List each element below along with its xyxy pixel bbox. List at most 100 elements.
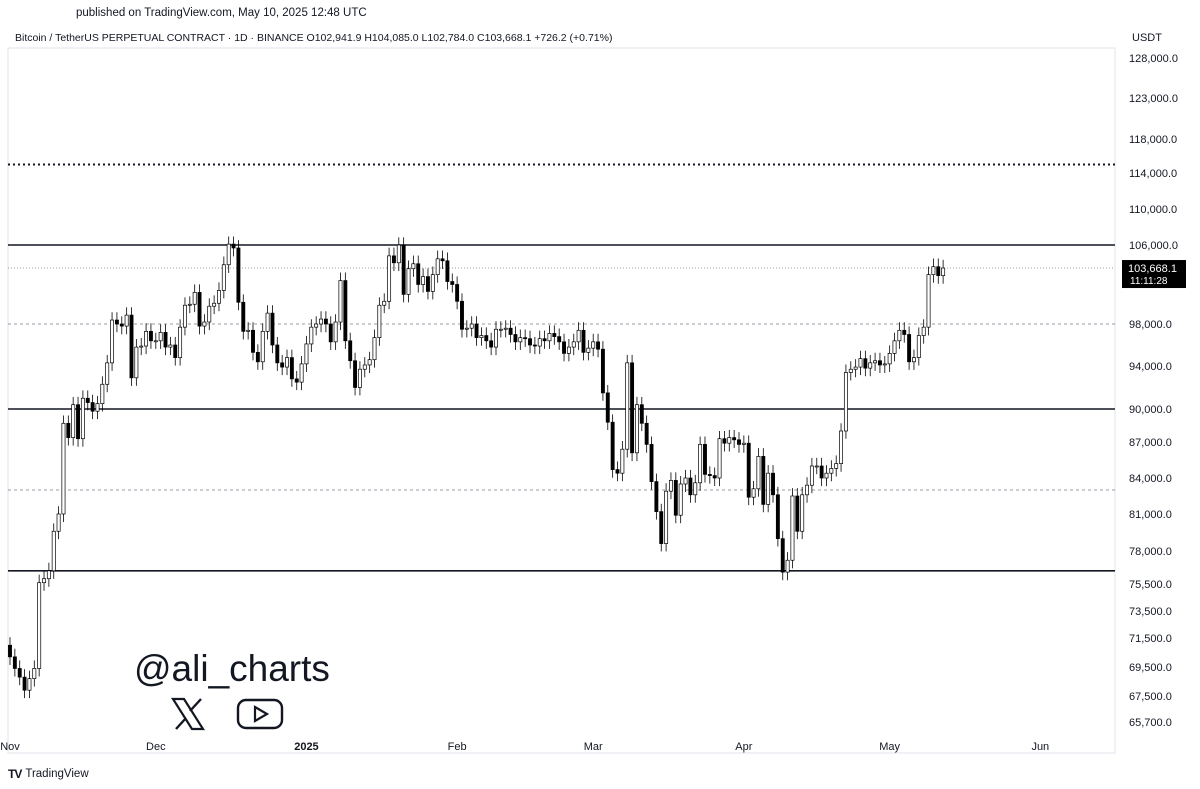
candle[interactable]	[37, 582, 42, 669]
candle[interactable]	[678, 483, 683, 516]
candle[interactable]	[634, 404, 639, 454]
candle[interactable]	[877, 360, 882, 366]
candle[interactable]	[8, 644, 12, 658]
candle[interactable]	[688, 477, 693, 496]
candle[interactable]	[576, 329, 581, 343]
candle[interactable]	[212, 302, 217, 307]
candle[interactable]	[421, 276, 426, 285]
candle[interactable]	[474, 323, 479, 338]
candle[interactable]	[513, 334, 518, 343]
candle[interactable]	[333, 321, 338, 343]
candle[interactable]	[202, 321, 207, 327]
candle[interactable]	[693, 482, 698, 496]
candle[interactable]	[630, 362, 635, 454]
candle[interactable]	[294, 378, 299, 383]
candle[interactable]	[260, 331, 265, 363]
candle[interactable]	[426, 276, 430, 292]
candle[interactable]	[71, 404, 76, 438]
candle[interactable]	[416, 263, 421, 285]
candle[interactable]	[173, 344, 178, 358]
candle[interactable]	[134, 346, 139, 379]
candle[interactable]	[921, 326, 926, 336]
candle[interactable]	[221, 264, 226, 291]
candle[interactable]	[460, 300, 464, 330]
candle[interactable]	[32, 668, 37, 679]
candle[interactable]	[343, 280, 348, 342]
candle[interactable]	[741, 442, 746, 445]
candle[interactable]	[562, 341, 566, 354]
candle[interactable]	[756, 456, 761, 490]
candle[interactable]	[469, 323, 474, 329]
candle[interactable]	[440, 258, 445, 262]
candle[interactable]	[411, 263, 416, 270]
candle[interactable]	[479, 335, 484, 338]
candle[interactable]	[882, 363, 887, 366]
candle[interactable]	[537, 338, 542, 347]
candle[interactable]	[907, 334, 912, 363]
candle[interactable]	[299, 363, 304, 383]
candle[interactable]	[314, 323, 319, 328]
candle[interactable]	[542, 338, 547, 342]
candle[interactable]	[596, 341, 601, 350]
candle[interactable]	[387, 255, 392, 302]
candle[interactable]	[673, 480, 678, 516]
candle[interactable]	[746, 442, 751, 498]
candle[interactable]	[66, 422, 71, 438]
candle[interactable]	[800, 494, 805, 532]
candle[interactable]	[873, 360, 878, 364]
candle[interactable]	[566, 346, 571, 354]
candle[interactable]	[76, 404, 80, 440]
candle[interactable]	[328, 323, 333, 343]
candle[interactable]	[105, 362, 110, 385]
candle[interactable]	[727, 437, 732, 444]
candle[interactable]	[552, 333, 557, 337]
candle[interactable]	[571, 341, 576, 348]
candle[interactable]	[848, 368, 853, 373]
candle[interactable]	[153, 340, 158, 343]
candle[interactable]	[717, 438, 722, 479]
candle[interactable]	[289, 357, 294, 380]
candle[interactable]	[809, 465, 814, 486]
candle[interactable]	[931, 266, 936, 275]
candle[interactable]	[265, 312, 270, 332]
candle[interactable]	[42, 578, 46, 584]
candle[interactable]	[114, 319, 119, 325]
candle[interactable]	[124, 314, 129, 327]
x-logo-icon[interactable]	[170, 697, 206, 731]
candle[interactable]	[129, 314, 134, 379]
candle[interactable]	[309, 326, 314, 345]
candle[interactable]	[863, 358, 868, 369]
candle[interactable]	[625, 362, 630, 450]
candle[interactable]	[936, 266, 941, 276]
candle[interactable]	[805, 484, 809, 496]
candle[interactable]	[275, 344, 280, 364]
candle[interactable]	[46, 570, 51, 580]
candle[interactable]	[110, 319, 115, 364]
candle[interactable]	[217, 290, 221, 304]
candle[interactable]	[916, 335, 921, 358]
candle[interactable]	[119, 323, 124, 327]
candle[interactable]	[304, 343, 309, 365]
candle[interactable]	[430, 274, 435, 292]
candle[interactable]	[22, 676, 27, 691]
candle[interactable]	[532, 344, 537, 347]
candle[interactable]	[367, 359, 372, 366]
candle[interactable]	[703, 444, 707, 475]
candle[interactable]	[27, 678, 32, 691]
candle[interactable]	[620, 448, 625, 474]
candle[interactable]	[319, 318, 323, 325]
candle[interactable]	[168, 344, 173, 348]
tradingview-brand[interactable]: TV TradingView	[8, 767, 89, 781]
candle[interactable]	[843, 372, 848, 432]
candle[interactable]	[761, 456, 766, 505]
candle[interactable]	[197, 292, 202, 327]
candle[interactable]	[100, 383, 105, 404]
candle[interactable]	[382, 300, 387, 306]
candle[interactable]	[605, 392, 610, 423]
candle[interactable]	[90, 402, 95, 412]
candle[interactable]	[518, 337, 523, 343]
candle[interactable]	[785, 559, 790, 573]
candle[interactable]	[722, 438, 727, 444]
candle[interactable]	[775, 494, 780, 540]
candle[interactable]	[85, 397, 90, 403]
